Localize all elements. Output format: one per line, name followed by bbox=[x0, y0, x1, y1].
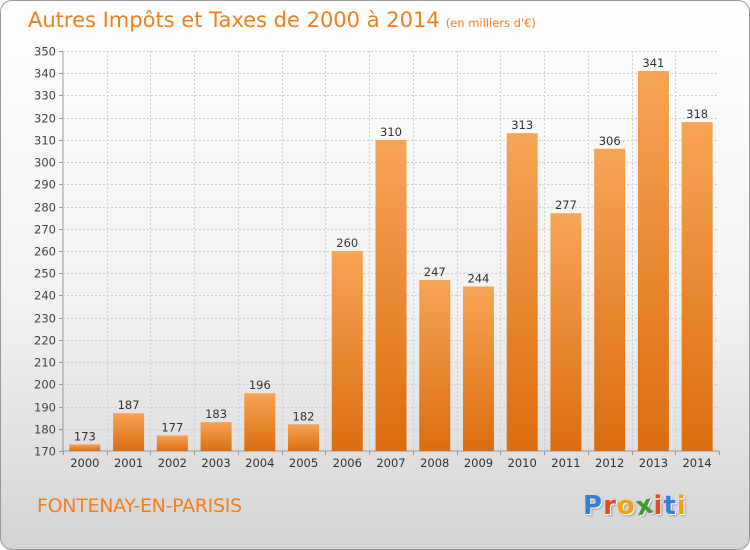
bar bbox=[200, 422, 232, 451]
bar-value-label: 187 bbox=[118, 398, 140, 412]
y-tick-label: 330 bbox=[34, 89, 56, 103]
x-tick-label: 2009 bbox=[464, 456, 493, 470]
labels: 170 180 190 200 210 220 230 240 250 260 270 280 290 3… bbox=[34, 45, 712, 471]
bar bbox=[594, 148, 626, 451]
bar-value-label: 177 bbox=[161, 420, 183, 434]
x-tick-label: 2005 bbox=[289, 456, 318, 470]
bar bbox=[156, 435, 188, 451]
bar bbox=[506, 133, 538, 451]
x-tick-label: 2008 bbox=[420, 456, 449, 470]
x-tick-label: 2007 bbox=[376, 456, 405, 470]
y-tick-label: 280 bbox=[34, 201, 56, 215]
bar-value-label: 182 bbox=[293, 409, 315, 423]
bar-value-label: 341 bbox=[642, 56, 664, 70]
bar-value-label: 196 bbox=[249, 378, 271, 392]
bar-value-label: 183 bbox=[205, 407, 227, 421]
bar bbox=[681, 122, 713, 451]
bar-value-label: 173 bbox=[74, 429, 96, 443]
bar bbox=[244, 393, 276, 451]
y-tick-label: 240 bbox=[34, 289, 56, 303]
brand-logo: Proxiti bbox=[583, 489, 687, 522]
x-tick-label: 2006 bbox=[333, 456, 362, 470]
x-tick-label: 2010 bbox=[508, 456, 537, 470]
y-tick-label: 190 bbox=[34, 401, 56, 415]
y-tick-label: 210 bbox=[34, 356, 56, 370]
bar bbox=[331, 251, 363, 451]
bar-value-label: 310 bbox=[380, 125, 402, 139]
bar-value-label: 244 bbox=[467, 272, 489, 286]
y-tick-label: 270 bbox=[34, 223, 56, 237]
y-tick-label: 170 bbox=[34, 445, 56, 459]
y-tick-label: 320 bbox=[34, 112, 56, 126]
chart-subtitle: (en milliers d'€) bbox=[445, 16, 536, 30]
y-tick-label: 350 bbox=[34, 45, 56, 59]
bar-value-label: 247 bbox=[424, 265, 446, 279]
y-tick-label: 300 bbox=[34, 156, 56, 170]
bar bbox=[419, 279, 451, 451]
y-tick-label: 220 bbox=[34, 334, 56, 348]
grid-lines bbox=[59, 51, 720, 455]
y-tick-label: 310 bbox=[34, 134, 56, 148]
bar bbox=[462, 286, 494, 451]
bar bbox=[637, 71, 669, 451]
x-tick-label: 2004 bbox=[245, 456, 274, 470]
x-tick-label: 2012 bbox=[595, 456, 624, 470]
x-tick-label: 2014 bbox=[682, 456, 711, 470]
bar bbox=[69, 444, 101, 451]
bar-value-label: 306 bbox=[599, 134, 621, 148]
y-tick-label: 340 bbox=[34, 67, 56, 81]
bar bbox=[288, 424, 320, 451]
brand-letter: t bbox=[663, 491, 677, 521]
y-tick-label: 230 bbox=[34, 312, 56, 326]
bar-value-label: 318 bbox=[686, 107, 708, 121]
bar-value-label: 313 bbox=[511, 118, 533, 132]
chart-title: Autres Impôts et Taxes de 2000 à 2014 (en… bbox=[28, 8, 536, 32]
x-tick-label: 2001 bbox=[114, 456, 143, 470]
y-tick-label: 200 bbox=[34, 378, 56, 392]
brand-letter: o bbox=[616, 491, 636, 521]
y-tick-label: 290 bbox=[34, 178, 56, 192]
bar bbox=[550, 213, 582, 451]
x-tick-label: 2011 bbox=[551, 456, 580, 470]
bar bbox=[375, 139, 407, 451]
bars bbox=[69, 71, 713, 451]
y-tick-label: 260 bbox=[34, 245, 56, 259]
y-tick-label: 180 bbox=[34, 423, 56, 437]
x-tick-label: 2013 bbox=[639, 456, 668, 470]
chart-title-text: Autres Impôts et Taxes de 2000 à 2014 bbox=[28, 8, 440, 32]
x-tick-label: 2002 bbox=[158, 456, 187, 470]
brand-letter: i bbox=[653, 491, 664, 521]
bar-value-label: 260 bbox=[336, 236, 358, 250]
place-name: FONTENAY-EN-PARISIS bbox=[37, 495, 242, 517]
bar-value-label: 277 bbox=[555, 198, 577, 212]
brand-letter: i bbox=[676, 491, 687, 521]
y-tick-label: 250 bbox=[34, 267, 56, 281]
brand-letter: P bbox=[583, 491, 604, 521]
bar bbox=[113, 413, 145, 451]
x-tick-label: 2003 bbox=[201, 456, 230, 470]
brand-letter: r bbox=[603, 491, 617, 521]
x-tick-label: 2000 bbox=[70, 456, 99, 470]
